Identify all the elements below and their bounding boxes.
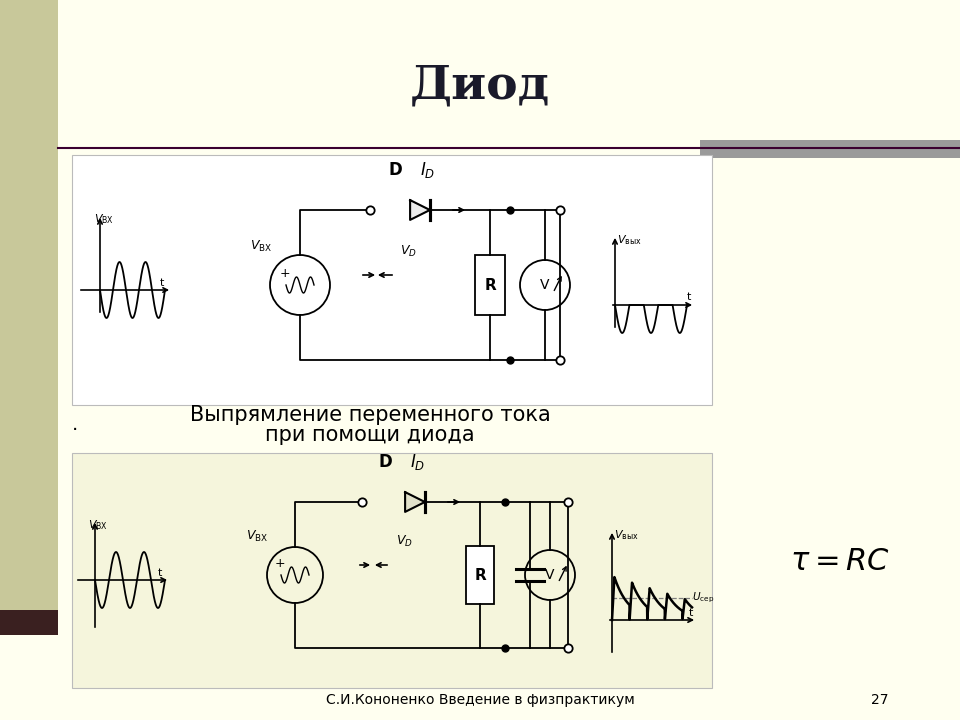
Text: R: R bbox=[484, 277, 496, 292]
Polygon shape bbox=[410, 200, 430, 220]
Text: 27: 27 bbox=[872, 693, 889, 707]
Text: при помощи диода: при помощи диода bbox=[265, 425, 475, 445]
Text: t: t bbox=[160, 278, 164, 288]
Text: R: R bbox=[474, 567, 486, 582]
Text: $V_{\rm BX}$: $V_{\rm BX}$ bbox=[246, 529, 268, 544]
Text: $V_{\rm вых}$: $V_{\rm вых}$ bbox=[614, 528, 638, 541]
Text: V: V bbox=[540, 278, 550, 292]
Bar bbox=[72, 453, 712, 688]
Text: t: t bbox=[158, 568, 162, 578]
Text: .: . bbox=[72, 415, 79, 434]
Text: Выпрямление переменного тока: Выпрямление переменного тока bbox=[190, 405, 550, 425]
Text: $V_{\rm BX}$: $V_{\rm BX}$ bbox=[250, 239, 273, 254]
Text: $V_{\rm вых}$: $V_{\rm вых}$ bbox=[617, 233, 641, 247]
Text: $V_{\rm BX}$: $V_{\rm BX}$ bbox=[88, 518, 108, 532]
Text: $I_D$: $I_D$ bbox=[420, 160, 435, 180]
Bar bbox=[466, 546, 494, 604]
Bar bbox=[700, 140, 960, 158]
Bar bbox=[72, 155, 712, 405]
Text: t: t bbox=[689, 608, 693, 618]
Text: $I_D$: $I_D$ bbox=[410, 452, 425, 472]
Text: +: + bbox=[275, 557, 286, 570]
Text: Диод: Диод bbox=[410, 62, 550, 108]
Text: V: V bbox=[545, 568, 555, 582]
Text: $V_D$: $V_D$ bbox=[396, 534, 413, 549]
Text: С.И.Кононенко Введение в физпрактикум: С.И.Кононенко Введение в физпрактикум bbox=[325, 693, 635, 707]
Text: $U_{\rm сер}$: $U_{\rm сер}$ bbox=[692, 590, 714, 605]
Text: $\tau = RC$: $\tau = RC$ bbox=[790, 546, 890, 577]
Text: $V_D$: $V_D$ bbox=[400, 244, 417, 259]
Text: +: + bbox=[280, 267, 291, 280]
Bar bbox=[0, 610, 58, 635]
Text: D: D bbox=[378, 453, 392, 471]
Text: D: D bbox=[388, 161, 401, 179]
Text: $V_{\rm BX}$: $V_{\rm BX}$ bbox=[94, 212, 114, 226]
Bar bbox=[0, 0, 58, 635]
Text: t: t bbox=[687, 292, 691, 302]
Polygon shape bbox=[405, 492, 425, 512]
Bar bbox=[475, 255, 505, 315]
